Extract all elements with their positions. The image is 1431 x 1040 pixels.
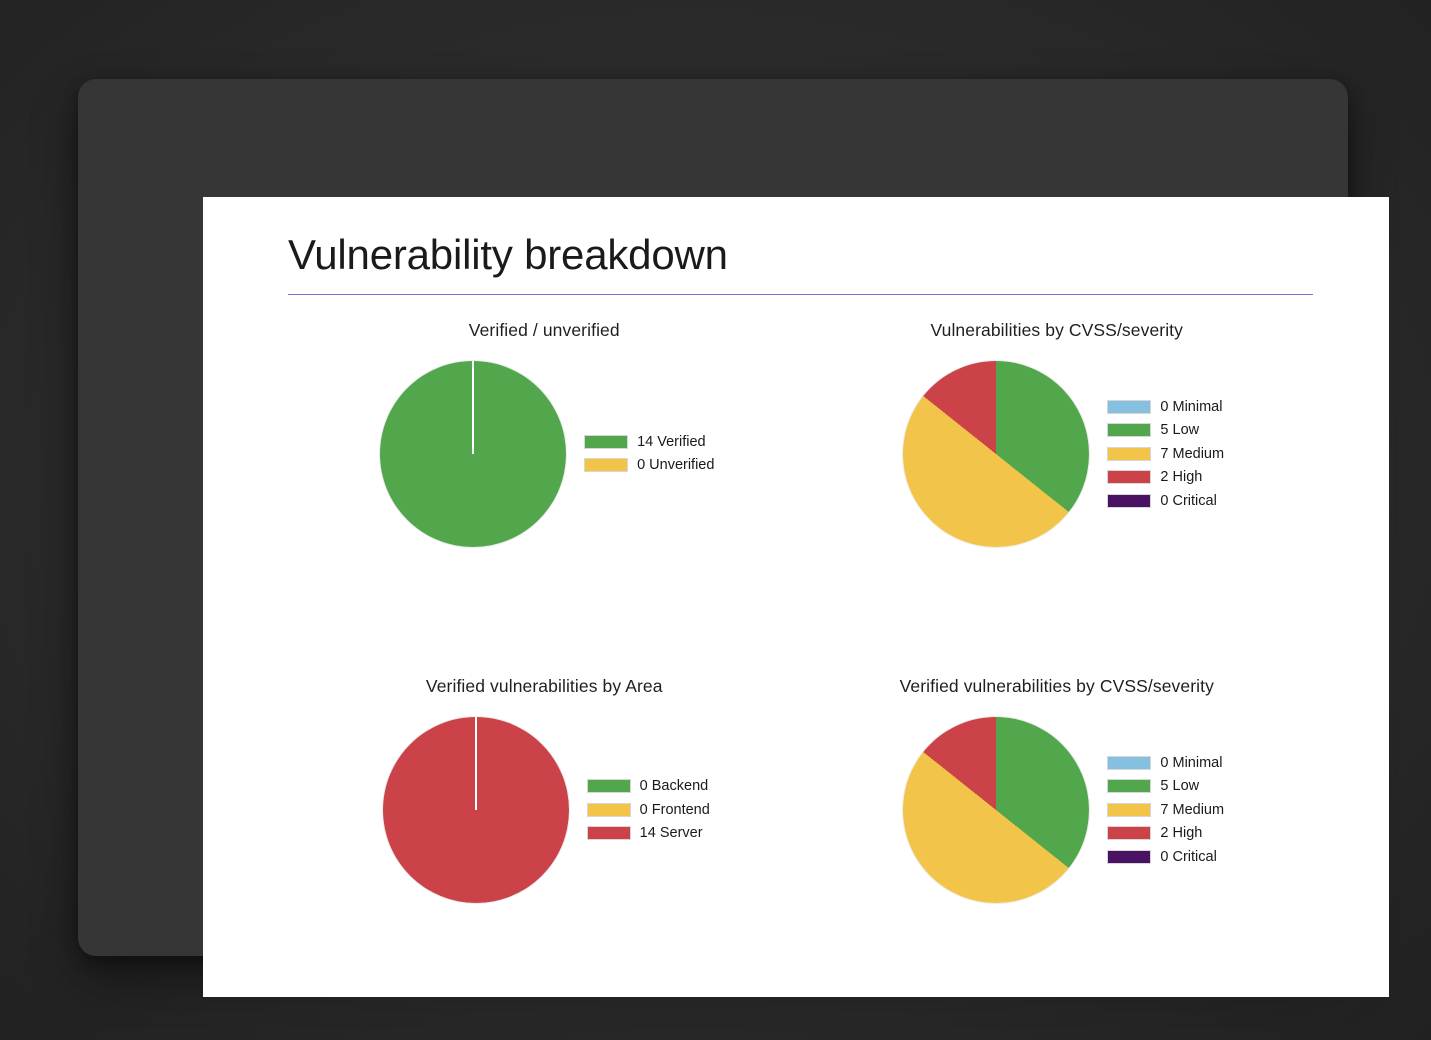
legend-swatch-icon (1107, 493, 1152, 508)
legend-item-label: 7 Medium (1160, 445, 1225, 462)
legend-item-label: 2 High (1160, 469, 1203, 485)
legend-item: 0 Critical (1107, 489, 1224, 513)
legend-item-label: 0 Minimal (1160, 398, 1223, 415)
chart-legend: 14 Verified 0 Unverified (584, 430, 714, 477)
chart-legend: 0 Minimal 5 Low 7 Medium 2 High 0 Critical (1107, 395, 1224, 513)
legend-swatch-icon (586, 779, 631, 793)
legend-item: 0 Backend (586, 774, 710, 798)
legend-swatch-icon (1107, 779, 1152, 793)
chart-legend: 0 Minimal 5 Low 7 Medium 2 High 0 Critical (1107, 751, 1224, 869)
report-page: Vulnerability breakdown Verified / unver… (203, 197, 1389, 997)
pie-slices (903, 716, 1090, 903)
legend-item-label: 0 Critical (1160, 492, 1217, 509)
legend-item-label: 0 Unverified (637, 457, 715, 474)
legend-item-label: 14 Verified (637, 433, 706, 450)
legend-item-label: 0 Frontend (639, 801, 710, 818)
legend-swatch-icon (1107, 446, 1152, 461)
chart-card-verified-unverified: Verified / unverified 14 Verified 0 Unver… (288, 307, 801, 663)
page-title: Vulnerability breakdown (288, 231, 728, 278)
legend-item: 0 Unverified (584, 454, 714, 478)
legend-swatch-icon (1107, 755, 1152, 770)
pie-slices (903, 360, 1090, 547)
legend-item: 0 Minimal (1107, 751, 1224, 775)
legend-item: 0 Minimal (1107, 395, 1224, 419)
legend-swatch-icon (584, 434, 629, 449)
chart-card-verified-vulnerabilities-by-cvss-severity: Verified vulnerabilities by CVSS/severit… (801, 663, 1314, 998)
legend-item-label: 0 Backend (639, 778, 709, 794)
chart-card-vulnerabilities-by-cvss-severity: Vulnerabilities by CVSS/severity 0 Minim… (801, 307, 1314, 663)
legend-item: 2 High (1107, 821, 1224, 845)
chart-card-verified-vulnerabilities-by-area: Verified vulnerabilities by Area 0 Backe… (288, 663, 801, 998)
legend-item: 0 Critical (1107, 845, 1224, 869)
legend-item: 0 Frontend (586, 798, 710, 822)
pie-start-divider (472, 360, 475, 454)
legend-swatch-icon (586, 802, 631, 817)
charts-grid: Verified / unverified 14 Verified 0 Unver… (288, 307, 1313, 998)
pie-chart-verified-vulnerabilities-by-area (382, 716, 569, 903)
pie-chart-verified-unverified (380, 360, 567, 547)
legend-swatch-icon (1107, 423, 1152, 437)
legend-swatch-icon (586, 826, 631, 840)
legend-item-label: 0 Minimal (1160, 754, 1223, 771)
legend-item: 14 Server (586, 821, 710, 845)
legend-swatch-icon (584, 458, 629, 473)
legend-swatch-icon (1107, 826, 1152, 840)
legend-item-label: 7 Medium (1160, 801, 1225, 818)
legend-item: 14 Verified (584, 430, 714, 454)
legend-item: 7 Medium (1107, 442, 1224, 466)
legend-item: 7 Medium (1107, 798, 1224, 822)
legend-item-label: 5 Low (1160, 778, 1200, 794)
pie-chart-vulnerabilities-by-cvss-severity (903, 360, 1090, 547)
legend-swatch-icon (1107, 399, 1152, 414)
chart-title: Vulnerabilities by CVSS/severity (930, 319, 1183, 340)
chart-legend: 0 Backend 0 Frontend 14 Server (586, 774, 710, 845)
legend-item-label: 5 Low (1160, 422, 1200, 438)
legend-swatch-icon (1107, 802, 1152, 817)
chart-title: Verified / unverified (468, 319, 620, 340)
legend-item-label: 14 Server (639, 825, 703, 841)
legend-item: 2 High (1107, 465, 1224, 489)
legend-item: 5 Low (1107, 774, 1224, 798)
legend-item-label: 2 High (1160, 825, 1203, 841)
title-divider (288, 293, 1313, 295)
window-frame: Vulnerability breakdown Verified / unver… (78, 79, 1389, 997)
legend-item-label: 0 Critical (1160, 848, 1217, 865)
chart-title: Verified vulnerabilities by CVSS/severit… (899, 675, 1214, 696)
legend-swatch-icon (1107, 470, 1152, 484)
pie-chart-verified-vulnerabilities-by-cvss-severity (903, 716, 1090, 903)
pie-start-divider (474, 716, 477, 810)
legend-swatch-icon (1107, 849, 1152, 864)
legend-item: 5 Low (1107, 418, 1224, 442)
chart-title: Verified vulnerabilities by Area (425, 675, 663, 696)
